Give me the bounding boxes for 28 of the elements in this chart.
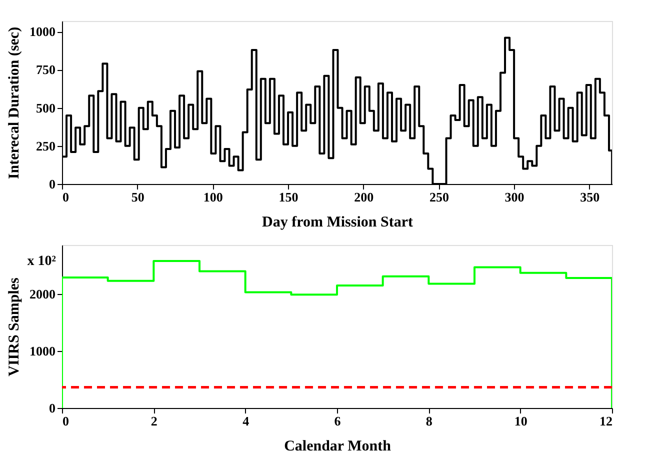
x-tick-label: 0 <box>62 414 69 428</box>
x-axis-title: Calendar Month <box>284 438 392 454</box>
x-tick-label: 12 <box>600 414 612 428</box>
y-tick-label: 0 <box>49 176 56 192</box>
x-tick-label: 4 <box>242 414 250 428</box>
y-tick-label: 2000 <box>30 286 56 302</box>
x-tick-label: 50 <box>131 190 144 204</box>
x-tick-label: 10 <box>514 414 528 428</box>
x-tick-label: 0 <box>62 190 69 204</box>
y-tick-label: 250 <box>36 138 56 154</box>
text: x 10² <box>27 254 56 269</box>
x-tick-label: 150 <box>278 190 298 204</box>
x-tick-label: 250 <box>429 190 449 204</box>
x-tick-label: 100 <box>203 190 223 204</box>
y-tick-label: 0 <box>49 400 56 416</box>
x-tick-label: 350 <box>580 190 600 204</box>
y-tick-label: 750 <box>36 62 56 78</box>
x-tick-label: 200 <box>354 190 374 204</box>
y-tick-label: 500 <box>36 100 56 116</box>
x-axis-title: Day from Mission Start <box>262 214 413 230</box>
y-tick-label: 1000 <box>30 24 56 40</box>
y-tick-label: 1000 <box>30 344 56 359</box>
x-tick-label: 2 <box>150 414 158 428</box>
x-tick-label: 300 <box>504 190 524 204</box>
x-tick-label: 6 <box>334 414 342 428</box>
x-tick-label: 8 <box>426 414 433 428</box>
y-axis-title: VIIRS Samples <box>6 277 22 376</box>
y-axis-title: Interecal Duration (sec) <box>6 26 22 180</box>
